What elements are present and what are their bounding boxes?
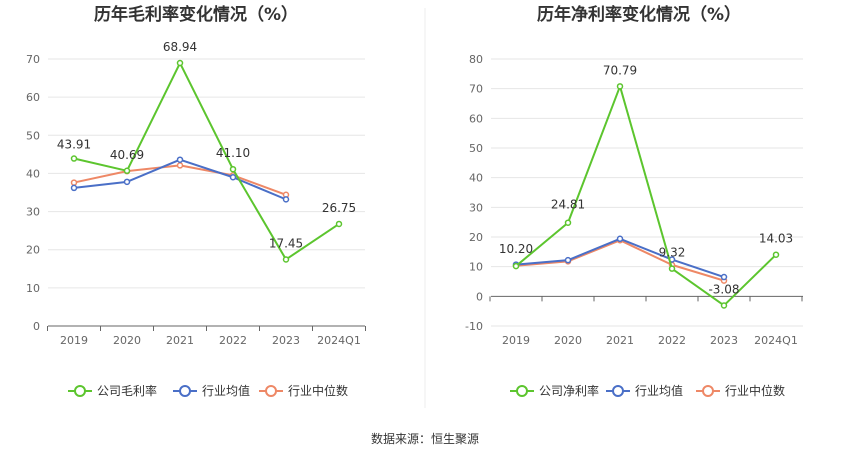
legend-label: 行业均值 <box>202 383 250 398</box>
gross-margin-chart: 历年毛利率变化情况（%） 0 10 20 30 40 50 60 70 2019 2020 2021 2… <box>26 4 366 398</box>
data-point <box>70 179 78 186</box>
x-tick-label: 2024Q1 <box>317 334 361 347</box>
data-point <box>282 256 290 263</box>
data-point <box>616 235 624 243</box>
series-line <box>515 85 777 307</box>
x-tick-label: 2023 <box>710 334 738 347</box>
data-point <box>616 83 624 90</box>
data-label: 68.94 <box>163 40 197 54</box>
data-label: 9.32 <box>659 246 686 260</box>
y-tick-label: 50 <box>469 142 483 155</box>
data-point <box>70 184 78 192</box>
y-tick-label: 50 <box>26 129 40 142</box>
data-point <box>564 256 572 264</box>
data-point <box>176 162 184 169</box>
y-tick-label: 80 <box>469 53 483 66</box>
legend-marker <box>265 385 277 397</box>
x-tick-label: 2022 <box>658 334 686 347</box>
source-note: 数据来源：恒生聚源 <box>371 431 479 446</box>
data-point <box>176 59 184 67</box>
chart-title: 历年净利率变化情况（%） <box>537 4 741 25</box>
data-label: 14.03 <box>759 232 793 246</box>
series-line <box>73 164 287 196</box>
data-label: 26.75 <box>322 201 356 215</box>
legend-label: 行业中位数 <box>725 383 785 398</box>
y-tick-label: 0 <box>476 290 483 303</box>
x-tick-label: 2021 <box>606 334 634 347</box>
legend-item[interactable]: 行业均值 <box>173 383 250 398</box>
x-tick-label: 2022 <box>219 334 247 347</box>
data-point <box>123 178 131 186</box>
x-tick-label: 2023 <box>272 334 300 347</box>
data-point <box>668 265 676 272</box>
data-label: 41.10 <box>216 146 250 160</box>
legend-marker <box>702 385 714 397</box>
y-tick-label: 30 <box>469 201 483 214</box>
legend-marker <box>179 385 191 397</box>
y-tick-label: 0 <box>33 320 40 333</box>
y-tick-label: 10 <box>26 282 40 295</box>
data-label: 10.20 <box>499 242 533 256</box>
data-label: 70.79 <box>603 63 637 77</box>
legend-label: 公司毛利率 <box>97 383 157 398</box>
x-tick-label: 2019 <box>60 334 88 347</box>
legend-item[interactable]: 行业中位数 <box>696 383 785 398</box>
y-tick-label: 40 <box>469 172 483 185</box>
legend-marker <box>74 385 86 397</box>
data-point <box>720 302 728 309</box>
legend-item[interactable]: 公司净利率 <box>510 383 599 398</box>
net-margin-chart: 历年净利率变化情况（%） -10 0 10 20 30 40 50 60 70 80 2019 2020… <box>465 4 803 398</box>
y-tick-label: 60 <box>469 112 483 125</box>
x-tick-label: 2021 <box>166 334 194 347</box>
legend-label: 行业均值 <box>635 383 683 398</box>
y-tick-label: 30 <box>26 206 40 219</box>
data-point <box>70 155 78 162</box>
data-label: 40.69 <box>110 148 144 162</box>
data-point <box>335 220 343 228</box>
series-line <box>515 239 725 282</box>
data-point <box>176 156 184 163</box>
legend-marker <box>516 385 528 397</box>
data-point <box>772 251 780 258</box>
legend-item[interactable]: 行业均值 <box>606 383 683 398</box>
data-label: 17.45 <box>269 236 303 250</box>
y-tick-label: 20 <box>469 231 483 244</box>
legend-marker <box>612 385 624 397</box>
data-point <box>720 273 728 281</box>
data-point <box>282 196 290 203</box>
y-tick-label: 70 <box>469 83 483 96</box>
chart-title: 历年毛利率变化情况（%） <box>94 4 298 25</box>
x-tick-label: 2020 <box>113 334 141 347</box>
data-point <box>229 173 237 181</box>
y-tick-label: 70 <box>26 53 40 66</box>
data-point <box>564 219 572 226</box>
x-tick-label: 2019 <box>502 334 530 347</box>
y-tick-label: 10 <box>469 261 483 274</box>
x-tick-label: 2024Q1 <box>754 334 798 347</box>
legend-item[interactable]: 公司毛利率 <box>68 383 157 398</box>
y-tick-label: 20 <box>26 244 40 257</box>
data-point <box>512 262 520 270</box>
legend-label: 公司净利率 <box>539 383 599 398</box>
data-label: -3.08 <box>708 282 739 296</box>
y-tick-label: 40 <box>26 167 40 180</box>
data-point <box>123 167 131 175</box>
data-point <box>229 165 237 173</box>
y-tick-label: -10 <box>465 320 483 333</box>
legend-label: 行业中位数 <box>288 383 348 398</box>
data-label: 24.81 <box>551 198 585 212</box>
legend-item[interactable]: 行业中位数 <box>259 383 348 398</box>
x-tick-label: 2020 <box>554 334 582 347</box>
series-line <box>73 62 340 261</box>
y-tick-label: 60 <box>26 91 40 104</box>
data-label: 43.91 <box>57 138 91 152</box>
